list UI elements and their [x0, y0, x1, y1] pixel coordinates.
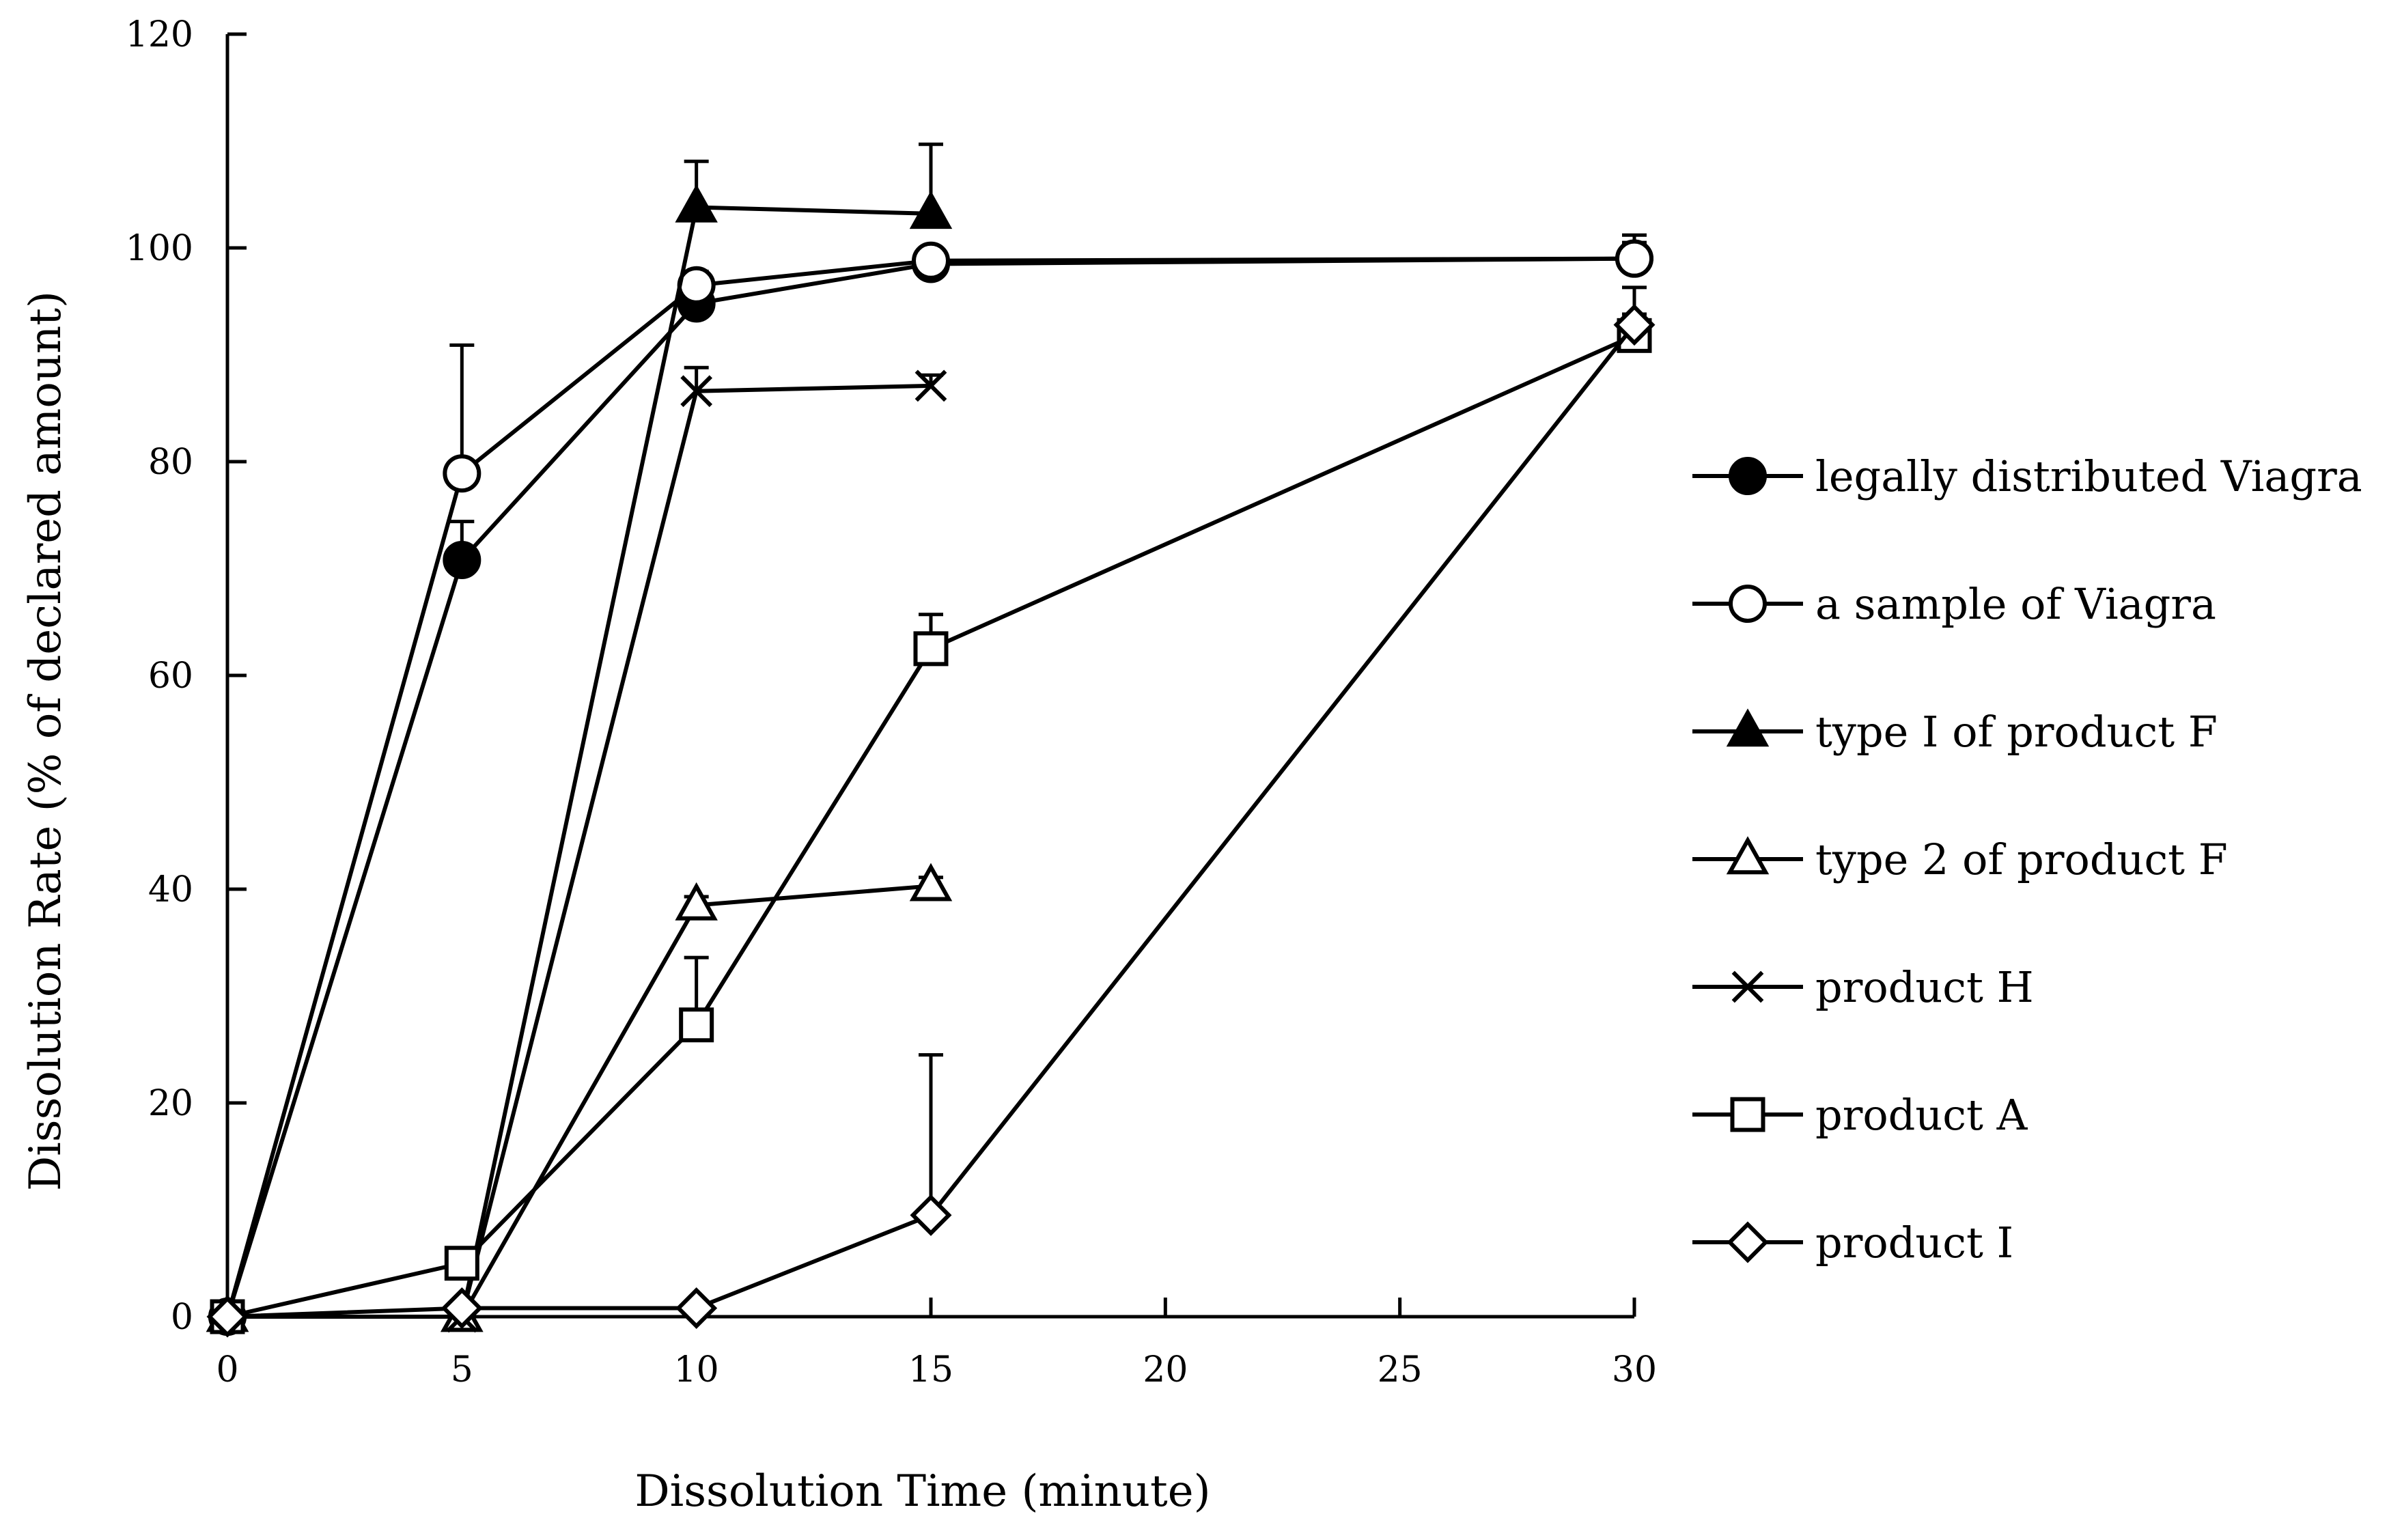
data-point: [675, 184, 718, 223]
legend-label: type I of product F: [1815, 707, 2218, 757]
data-point: [914, 369, 947, 402]
legend-label: type 2 of product F: [1815, 835, 2228, 884]
series-2: [206, 142, 953, 1332]
axes: 0 20 40 60 80 100 120 0 5 10 15 20 25 30: [126, 14, 1657, 1390]
data-point: [206, 1296, 249, 1338]
data-point: [675, 1287, 718, 1329]
legend-entry: product H: [1692, 962, 2034, 1012]
series-line: [227, 884, 932, 1319]
y-tick-label: 20: [148, 1083, 193, 1124]
data-point: [1613, 304, 1656, 346]
legend-entry: type I of product F: [1692, 707, 2218, 757]
x-tick-label: 20: [1143, 1349, 1188, 1390]
legend-marker: [1727, 1221, 1769, 1263]
legend-entry: type 2 of product F: [1692, 835, 2228, 884]
legend-entry: product A: [1692, 1090, 2028, 1140]
data-point: [441, 1287, 483, 1329]
legend: legally distributed Viagra a sample of Vi…: [1692, 451, 2362, 1268]
legend-entry: legally distributed Viagra: [1692, 451, 2362, 501]
x-tick-label: 5: [451, 1349, 473, 1390]
data-point: [443, 454, 481, 493]
legend-label: product A: [1815, 1090, 2028, 1140]
plot-area: [206, 142, 1656, 1338]
series-line: [227, 205, 932, 1319]
x-tick-label: 0: [216, 1349, 238, 1390]
legend-marker: [1730, 1097, 1765, 1132]
data-point: [909, 191, 953, 229]
x-tick-label: 30: [1612, 1349, 1657, 1390]
data-point: [1615, 239, 1653, 278]
series-3: [206, 863, 953, 1332]
y-tick-label: 40: [148, 869, 193, 910]
y-tick-label: 120: [126, 14, 193, 55]
data-point: [913, 631, 949, 667]
legend-marker: [1731, 970, 1764, 1003]
legend-label: a sample of Viagra: [1815, 579, 2216, 629]
series-line: [227, 383, 932, 1319]
x-tick-label: 10: [674, 1349, 719, 1390]
series-4: [211, 365, 947, 1333]
y-tick-label: 0: [171, 1297, 193, 1338]
data-point: [444, 1246, 479, 1281]
x-axis-title: Dissolution Time (minute): [634, 1466, 1210, 1517]
data-point: [675, 882, 718, 921]
legend-marker: [1726, 836, 1770, 875]
data-point: [912, 241, 950, 280]
data-point: [680, 375, 713, 408]
legend-entry: a sample of Viagra: [1692, 579, 2216, 629]
y-tick-label: 100: [126, 228, 193, 269]
y-tick-label: 80: [148, 442, 193, 483]
legend-entry: product I: [1692, 1218, 2013, 1268]
legend-label: product H: [1815, 962, 2034, 1012]
x-tick-label: 15: [908, 1349, 953, 1390]
legend-marker: [1726, 708, 1770, 747]
data-point: [910, 1194, 952, 1236]
legend-label: product I: [1815, 1218, 2013, 1268]
y-axis-title: Dissolution Rate (% of declared amount): [20, 291, 71, 1191]
data-point: [909, 863, 953, 901]
x-tick-label: 25: [1378, 1349, 1423, 1390]
series-6: [206, 304, 1656, 1338]
legend-marker: [1729, 457, 1767, 495]
legend-label: legally distributed Viagra: [1815, 451, 2362, 501]
y-tick-label: 60: [148, 656, 193, 697]
data-point: [679, 1007, 714, 1043]
legend-marker: [1729, 585, 1767, 623]
data-point: [443, 540, 481, 579]
